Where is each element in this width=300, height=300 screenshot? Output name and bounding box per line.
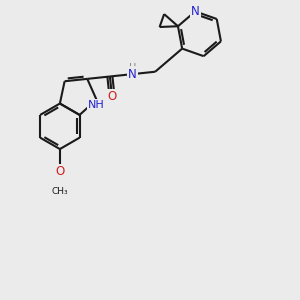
Text: H: H (129, 63, 136, 74)
Text: N: N (128, 68, 137, 81)
Text: O: O (55, 165, 64, 178)
Text: CH₃: CH₃ (52, 187, 68, 196)
Text: NH: NH (88, 100, 105, 110)
Text: O: O (107, 90, 117, 104)
Text: N: N (191, 5, 200, 18)
